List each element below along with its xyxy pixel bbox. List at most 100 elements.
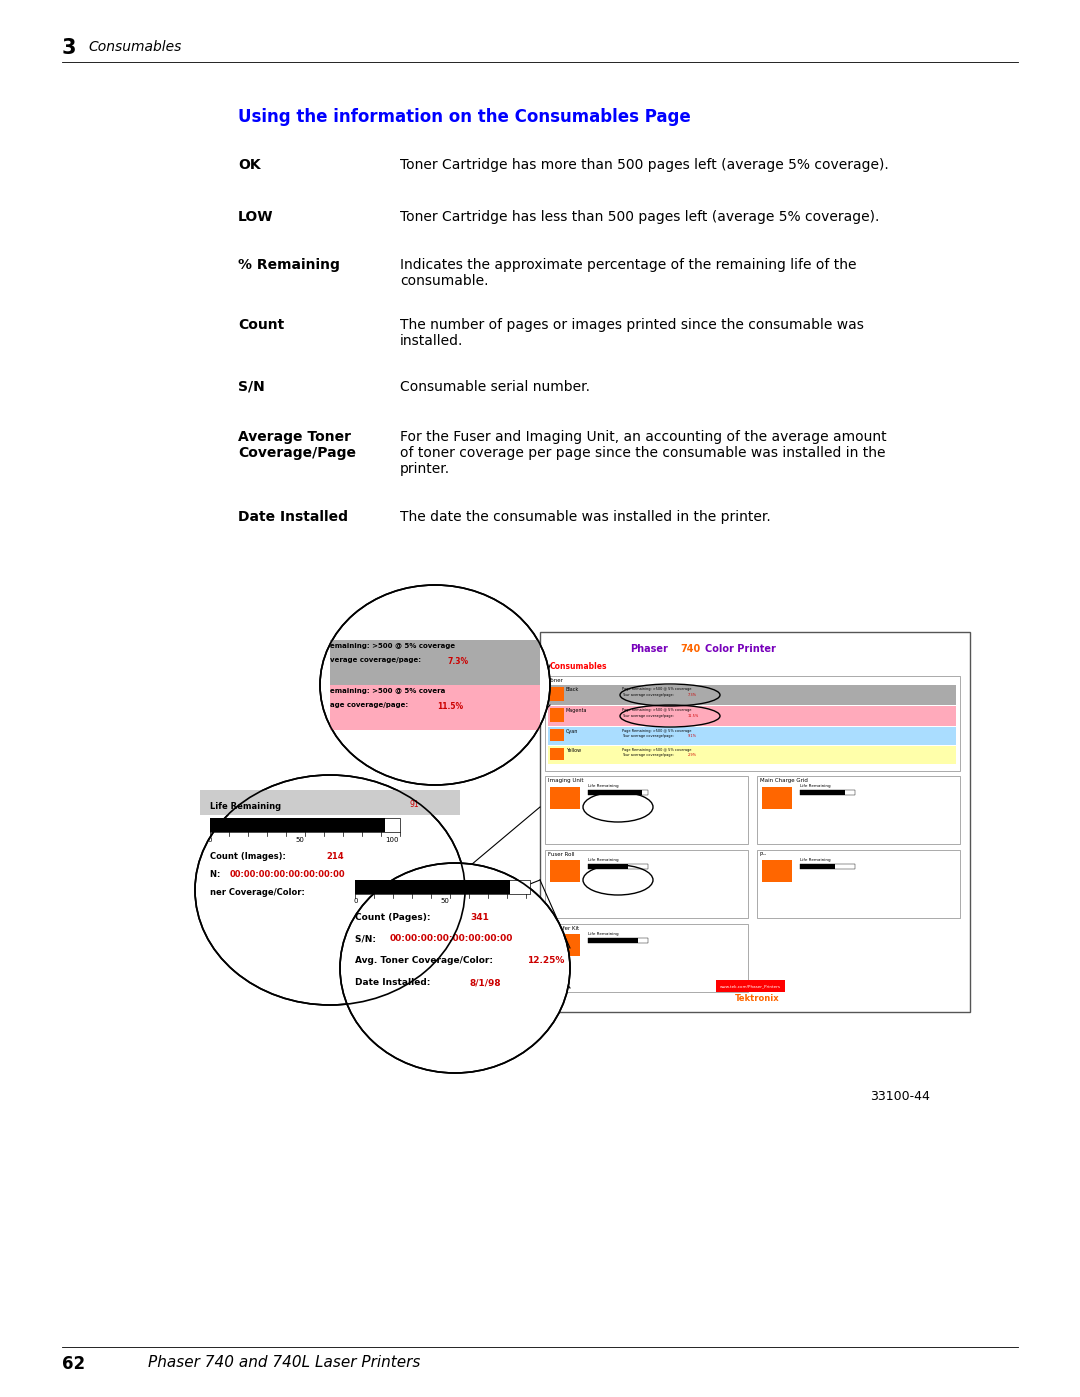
Text: 50: 50	[440, 898, 449, 904]
Ellipse shape	[195, 775, 465, 1004]
Text: 0: 0	[208, 837, 213, 842]
Text: 50: 50	[295, 837, 303, 842]
Text: 9.1%: 9.1%	[688, 733, 697, 738]
Text: The date the consumable was installed in the printer.: The date the consumable was installed in…	[400, 510, 771, 524]
Text: Your average coverage/page:: Your average coverage/page:	[622, 733, 675, 738]
Text: Page Remaining: >500 @ 5% coverage: Page Remaining: >500 @ 5% coverage	[622, 747, 691, 752]
FancyBboxPatch shape	[540, 631, 970, 1011]
Text: P--: P--	[759, 852, 767, 856]
Text: Black: Black	[566, 687, 579, 692]
Text: 214: 214	[326, 852, 343, 861]
Text: Life Remaining: Life Remaining	[799, 784, 831, 788]
Text: 2.9%: 2.9%	[688, 753, 697, 757]
Text: N:: N:	[210, 870, 226, 879]
Text: Count: Count	[238, 319, 284, 332]
Text: Tektronix: Tektronix	[735, 995, 780, 1003]
Text: 740: 740	[680, 644, 700, 654]
Text: Date Installed:: Date Installed:	[355, 978, 430, 988]
Bar	[330, 640, 540, 685]
Bar	[548, 746, 956, 764]
Text: 3: 3	[62, 38, 77, 59]
Bar	[545, 923, 748, 992]
Bar	[548, 726, 956, 745]
Text: emaining: >500 @ 5% covera: emaining: >500 @ 5% covera	[330, 687, 445, 694]
Bar	[757, 775, 960, 844]
Text: Transfer Kit: Transfer Kit	[548, 926, 579, 930]
Bar	[588, 789, 642, 795]
Text: Page Remaining: >500 @ 5% coverage: Page Remaining: >500 @ 5% coverage	[622, 729, 691, 733]
Bar	[210, 819, 400, 833]
Bar	[761, 861, 792, 882]
Text: Page Remaining: >500 @ 5% coverage: Page Remaining: >500 @ 5% coverage	[622, 687, 691, 692]
Text: 62: 62	[62, 1355, 85, 1373]
Text: Toner Cartridge has less than 500 pages left (average 5% coverage).: Toner Cartridge has less than 500 pages …	[400, 210, 879, 224]
Bar	[588, 789, 648, 795]
Text: 341: 341	[470, 914, 489, 922]
Text: S/N: S/N	[238, 380, 265, 394]
Text: 8/1/98: 8/1/98	[469, 978, 501, 988]
Bar	[799, 789, 845, 795]
Text: Yellow: Yellow	[566, 747, 581, 753]
Text: Main Charge Grid: Main Charge Grid	[759, 778, 808, 782]
Text: % Remaining: % Remaining	[238, 258, 340, 272]
Text: Your average coverage/page:: Your average coverage/page:	[622, 693, 675, 697]
Bar	[545, 676, 960, 771]
Text: Toner: Toner	[548, 678, 563, 683]
Text: Life Remaining: Life Remaining	[588, 784, 619, 788]
Text: Consumable serial number.: Consumable serial number.	[400, 380, 590, 394]
Bar	[548, 705, 956, 726]
Text: www.tek.com/Phaser_Printers: www.tek.com/Phaser_Printers	[720, 983, 781, 988]
Text: Life Remaining: Life Remaining	[210, 802, 281, 812]
Text: Date Installed: Date Installed	[238, 510, 348, 524]
Ellipse shape	[340, 863, 570, 1073]
Text: 00:00:00:00:00:00:00:00: 00:00:00:00:00:00:00:00	[230, 870, 346, 879]
Bar	[588, 863, 627, 869]
Text: Life Remaining: Life Remaining	[588, 858, 619, 862]
Text: Magenta: Magenta	[566, 708, 588, 712]
Bar	[550, 708, 564, 722]
Text: OK: OK	[238, 158, 260, 172]
Text: Cyan: Cyan	[566, 729, 579, 733]
Bar	[761, 787, 792, 809]
Text: Consumables: Consumables	[550, 662, 607, 671]
Text: Toner Cartridge has more than 500 pages left (average 5% coverage).: Toner Cartridge has more than 500 pages …	[400, 158, 889, 172]
Text: Imaging Unit: Imaging Unit	[548, 778, 583, 782]
Text: Consumables: Consumables	[87, 41, 181, 54]
Text: For the Fuser and Imaging Unit, an accounting of the average amount
of toner cov: For the Fuser and Imaging Unit, an accou…	[400, 430, 887, 476]
Bar	[550, 687, 564, 701]
Text: 91: 91	[410, 800, 420, 809]
Text: Life Remaining: Life Remaining	[799, 858, 831, 862]
Text: ner Coverage/Color:: ner Coverage/Color:	[210, 888, 305, 897]
Bar	[550, 729, 564, 740]
Bar	[588, 863, 648, 869]
Bar	[588, 937, 648, 943]
Text: 100: 100	[384, 837, 399, 842]
Text: Avg. Toner Coverage/Color:: Avg. Toner Coverage/Color:	[355, 956, 492, 965]
Text: 7.3%: 7.3%	[688, 693, 697, 697]
Text: 7.3%: 7.3%	[447, 657, 468, 666]
Text: Indicates the approximate percentage of the remaining life of the
consumable.: Indicates the approximate percentage of …	[400, 258, 856, 288]
Bar	[548, 685, 956, 705]
Text: Phaser: Phaser	[630, 644, 667, 654]
Bar	[550, 747, 564, 760]
Bar	[200, 789, 460, 814]
Text: emaining: >500 @ 5% coverage: emaining: >500 @ 5% coverage	[330, 643, 455, 650]
Text: Color Printer: Color Printer	[705, 644, 775, 654]
Bar	[799, 863, 854, 869]
Text: Using the information on the Consumables Page: Using the information on the Consumables…	[238, 108, 691, 126]
Bar	[545, 775, 748, 844]
Text: Your average coverage/page:: Your average coverage/page:	[622, 714, 675, 718]
Bar	[545, 849, 748, 918]
Bar	[588, 937, 638, 943]
Text: The number of pages or images printed since the consumable was
installed.: The number of pages or images printed si…	[400, 319, 864, 348]
Text: 0: 0	[353, 898, 357, 904]
Text: Count (Pages):: Count (Pages):	[355, 914, 431, 922]
Text: 11.5%: 11.5%	[688, 714, 699, 718]
Text: S/N:: S/N:	[355, 935, 382, 943]
Ellipse shape	[320, 585, 550, 785]
Text: 33100-44: 33100-44	[870, 1090, 930, 1104]
Bar	[550, 861, 580, 882]
Bar	[550, 935, 580, 956]
Text: age coverage/page:: age coverage/page:	[330, 703, 408, 708]
Bar	[799, 863, 835, 869]
